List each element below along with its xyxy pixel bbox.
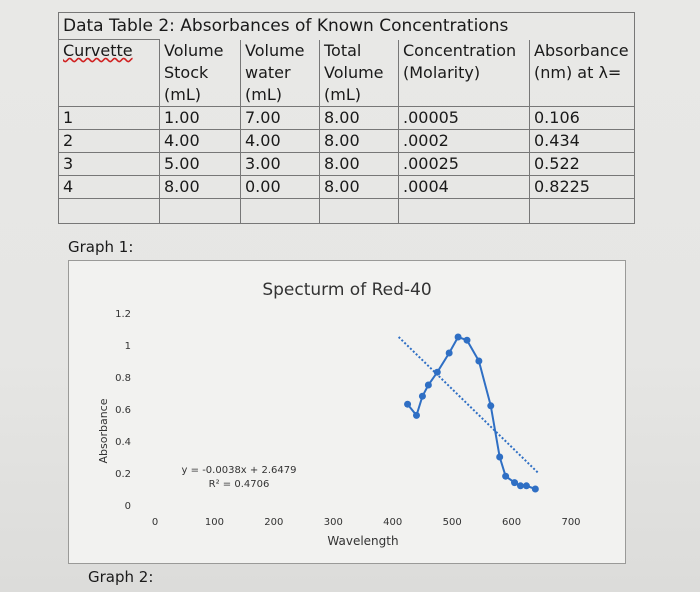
table-row: 3 5.00 3.00 8.00 .00025 0.522 xyxy=(58,151,635,176)
y-tick-label: 0.6 xyxy=(115,405,131,416)
x-tick-label: 600 xyxy=(502,517,521,528)
data-point xyxy=(496,453,504,461)
table-cell: 4.00 xyxy=(240,128,320,153)
graph1-label: Graph 1: xyxy=(68,238,134,256)
y-tick-label: 0.2 xyxy=(115,469,131,480)
table-cell: .0004 xyxy=(398,174,530,199)
data-point xyxy=(502,472,510,480)
trendline xyxy=(397,336,540,474)
data-point xyxy=(531,485,539,493)
graph2-label: Graph 2: xyxy=(88,568,154,586)
x-tick-label: 300 xyxy=(324,517,343,528)
x-tick-label: 100 xyxy=(205,517,224,528)
x-tick-label: 500 xyxy=(443,517,462,528)
table-cell: 8.00 xyxy=(159,174,241,199)
y-tick-label: 1 xyxy=(125,341,131,352)
data-point xyxy=(445,349,453,357)
y-tick-label: 0.8 xyxy=(115,373,131,384)
data-point xyxy=(454,333,462,341)
data-point xyxy=(418,392,426,400)
table-cell: 0.00 xyxy=(240,174,320,199)
data-point xyxy=(487,402,495,410)
y-tick-label: 1.2 xyxy=(115,309,131,320)
table-row: 4 8.00 0.00 8.00 .0004 0.8225 xyxy=(58,174,635,199)
header-volume-water: Volume water (mL) xyxy=(240,39,320,107)
table-row: 1 1.00 7.00 8.00 .00005 0.106 xyxy=(58,105,635,130)
header-absorbance: Absorbance (nm) at λ= xyxy=(529,39,635,107)
trendline-equation: y = -0.0038x + 2.6479 xyxy=(182,465,297,476)
y-tick-label: 0 xyxy=(125,501,131,512)
table-cell: 8.00 xyxy=(319,151,399,176)
spectrum-chart: Specturm of Red-40 Absorbance Wavelength… xyxy=(68,260,626,564)
table-cell xyxy=(159,197,241,224)
x-tick-label: 700 xyxy=(561,517,580,528)
table-cell: 2 xyxy=(58,128,160,153)
table-cell xyxy=(58,197,160,224)
y-axis-label: Absorbance xyxy=(97,398,110,463)
header-concentration: Concentration (Molarity) xyxy=(398,39,530,107)
data-point xyxy=(433,368,441,376)
header-volume-stock: Volume Stock (mL) xyxy=(159,39,241,107)
table-cell: 8.00 xyxy=(319,174,399,199)
x-tick-label: 0 xyxy=(152,517,158,528)
y-tick-label: 0.4 xyxy=(115,437,131,448)
data-point xyxy=(424,381,432,389)
table-cell: 3.00 xyxy=(240,151,320,176)
table-cell: 5.00 xyxy=(159,151,241,176)
table-cell: 1.00 xyxy=(159,105,241,130)
data-point xyxy=(516,482,524,490)
x-axis-label: Wavelength xyxy=(327,534,398,548)
plot-layer: 0 0.2 0.4 0.6 0.8 1 1.2 0 100 200 300 400 500 600 700 xyxy=(115,309,580,528)
trendline-r-squared: R² = 0.4706 xyxy=(209,479,270,490)
data-point xyxy=(522,482,530,490)
table-cell xyxy=(240,197,320,224)
table-row: 2 4.00 4.00 8.00 .0002 0.434 xyxy=(58,128,635,153)
data-point xyxy=(412,411,420,419)
table-cell: 0.522 xyxy=(529,151,635,176)
table-cell xyxy=(398,197,530,224)
table-cell: 1 xyxy=(58,105,160,130)
chart-svg: Specturm of Red-40 Absorbance Wavelength… xyxy=(97,280,581,548)
table-cell xyxy=(319,197,399,224)
chart-title: Specturm of Red-40 xyxy=(262,280,431,300)
data-point xyxy=(511,479,519,487)
table-cell: 4.00 xyxy=(159,128,241,153)
header-total-volume: Total Volume (mL) xyxy=(319,39,399,107)
table-cell: 0.8225 xyxy=(529,174,635,199)
table-cell: 8.00 xyxy=(319,105,399,130)
data-point xyxy=(475,357,483,365)
table-title: Data Table 2: Absorbances of Known Conce… xyxy=(58,12,635,40)
data-point xyxy=(463,336,471,344)
table-cell: .0002 xyxy=(398,128,530,153)
series-line xyxy=(406,335,536,490)
table-cell: 7.00 xyxy=(240,105,320,130)
x-tick-label: 200 xyxy=(264,517,283,528)
table-cell: .00005 xyxy=(398,105,530,130)
table-cell: 3 xyxy=(58,151,160,176)
table-cell: 0.434 xyxy=(529,128,635,153)
table-cell: .00025 xyxy=(398,151,530,176)
data-table: Data Table 2: Absorbances of Known Conce… xyxy=(58,12,635,224)
table-cell: 8.00 xyxy=(319,128,399,153)
data-point xyxy=(404,400,412,408)
table-cell xyxy=(529,197,635,224)
header-curvette: Curvette xyxy=(58,39,160,107)
table-cell: 0.106 xyxy=(529,105,635,130)
x-tick-label: 400 xyxy=(383,517,402,528)
table-cell: 4 xyxy=(58,174,160,199)
